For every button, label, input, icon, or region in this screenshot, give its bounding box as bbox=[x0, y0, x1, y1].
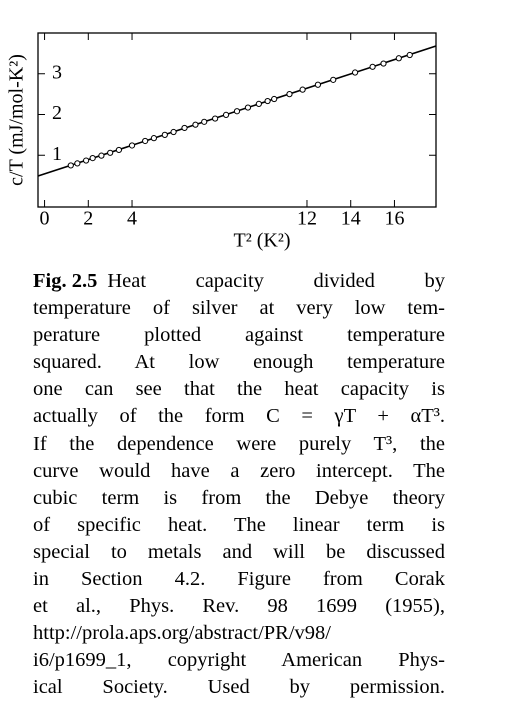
data-point bbox=[107, 149, 114, 156]
x-tick-label: 12 bbox=[297, 208, 317, 230]
data-point bbox=[170, 128, 177, 136]
figure-label: Fig. 2.5 bbox=[33, 270, 98, 292]
caption-line: curve would have a zero intercept. The bbox=[33, 459, 445, 482]
caption-line: i6/p1699_1, copyright American Phys- bbox=[33, 649, 445, 672]
caption-line: If the dependence were purely T³, the bbox=[33, 432, 445, 455]
data-point bbox=[150, 135, 158, 142]
data-point bbox=[264, 97, 271, 105]
data-point bbox=[286, 91, 293, 98]
x-tick-label: 0 bbox=[40, 208, 50, 230]
data-point bbox=[128, 142, 136, 149]
data-point bbox=[83, 157, 90, 164]
x-tick-label: 14 bbox=[341, 208, 361, 230]
caption-line: special to metals and will be discussed bbox=[33, 540, 445, 563]
caption-line: perature plotted against temperature bbox=[33, 324, 445, 347]
caption-line: of specific heat. The linear term is bbox=[33, 513, 445, 536]
x-axis-label: T² (K²) bbox=[234, 230, 291, 252]
caption-text: Heat capacity divided by bbox=[107, 270, 445, 292]
caption-line: one can see that the heat capacity is bbox=[33, 378, 445, 401]
x-tick-label: 2 bbox=[83, 208, 93, 230]
caption-line: in Section 4.2. Figure from Corak bbox=[33, 568, 445, 591]
y-axis-label: c/T (mJ/mol-K²) bbox=[6, 54, 28, 186]
caption-line: http://prola.aps.org/abstract/PR/v98/ bbox=[33, 622, 331, 645]
x-tick-label: 16 bbox=[384, 208, 404, 230]
data-point bbox=[74, 160, 81, 167]
data-point bbox=[255, 100, 262, 108]
caption-line: Fig. 2.5 Heat capacity divided by bbox=[33, 268, 445, 295]
data-point bbox=[369, 63, 376, 70]
caption-line: cubic term is from the Debye theory bbox=[33, 486, 445, 509]
caption-line: temperature of silver at very low tem- bbox=[33, 297, 445, 320]
data-point bbox=[244, 104, 252, 111]
data-point bbox=[161, 131, 168, 138]
data-point bbox=[192, 121, 199, 128]
y-tick-label: 2 bbox=[52, 102, 62, 124]
data-point bbox=[380, 60, 387, 67]
caption-line: actually of the form C = γT + αT³. bbox=[33, 405, 445, 428]
data-point bbox=[395, 55, 402, 62]
data-point bbox=[271, 95, 278, 103]
data-point bbox=[67, 162, 74, 169]
y-tick-label: 1 bbox=[52, 143, 62, 165]
data-point bbox=[98, 152, 105, 159]
data-point bbox=[351, 69, 359, 76]
caption-line: ical Society. Used by permission. bbox=[33, 676, 445, 699]
data-point bbox=[115, 146, 123, 154]
data-point bbox=[222, 111, 230, 119]
data-point bbox=[233, 108, 241, 115]
data-point bbox=[201, 118, 208, 125]
data-point bbox=[89, 155, 96, 162]
data-point bbox=[314, 81, 322, 88]
data-point bbox=[406, 51, 413, 59]
x-tick-label: 4 bbox=[127, 208, 137, 230]
data-point bbox=[142, 137, 149, 145]
caption: Fig. 2.5 Heat capacity divided by temperat… bbox=[33, 268, 445, 702]
data-point bbox=[330, 76, 337, 83]
data-point bbox=[299, 86, 306, 93]
caption-line: squared. At low enough temperature bbox=[33, 351, 445, 374]
caption-line: et al., Phys. Rev. 98 1699 (1955), bbox=[33, 595, 445, 618]
data-point bbox=[212, 115, 219, 122]
data-point bbox=[181, 124, 188, 132]
plot-frame bbox=[37, 32, 437, 208]
y-tick-label: 3 bbox=[52, 61, 62, 83]
